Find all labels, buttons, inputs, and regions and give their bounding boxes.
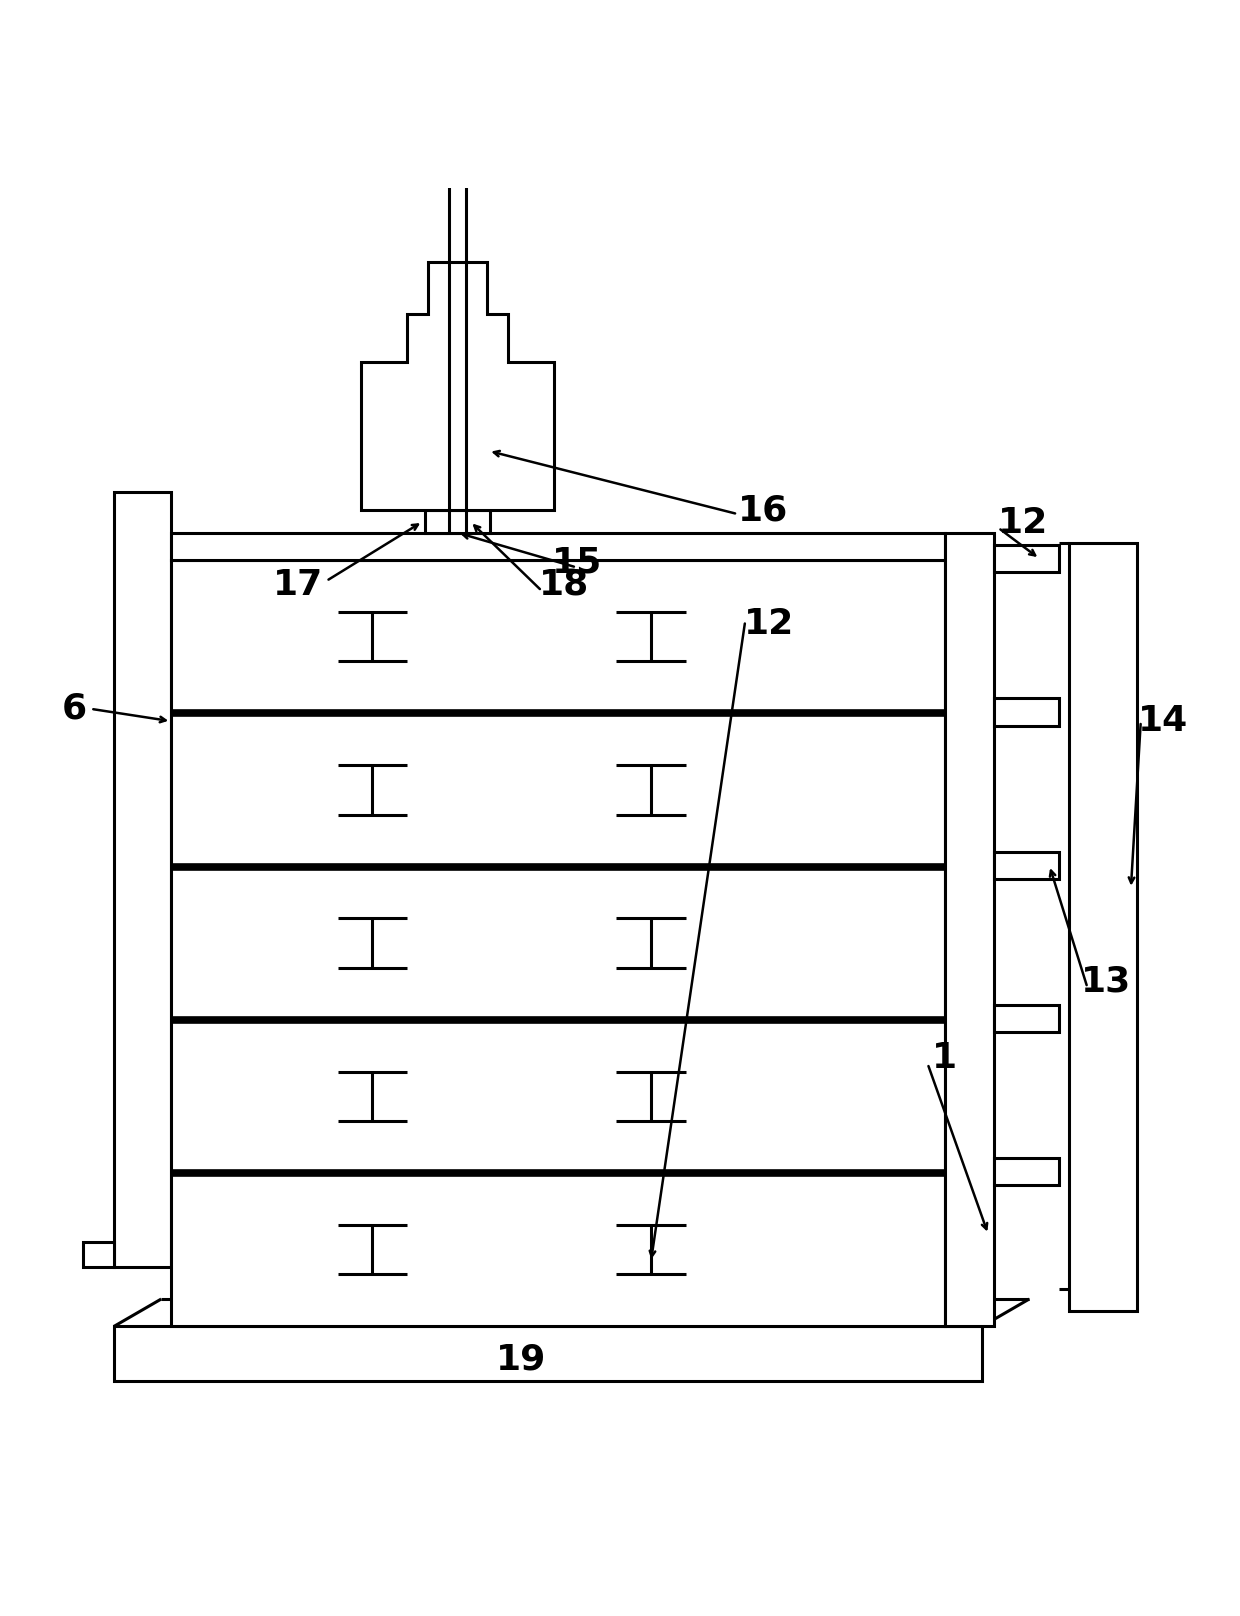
Polygon shape xyxy=(1069,543,1137,1312)
Text: 6: 6 xyxy=(62,692,87,726)
Text: 16: 16 xyxy=(738,493,787,527)
Text: 12: 12 xyxy=(744,608,794,642)
Polygon shape xyxy=(994,1005,1059,1033)
Text: 15: 15 xyxy=(552,546,601,580)
Polygon shape xyxy=(994,852,1059,879)
Polygon shape xyxy=(361,262,553,511)
Text: 13: 13 xyxy=(1081,965,1131,999)
Polygon shape xyxy=(945,533,994,1327)
Text: 19: 19 xyxy=(496,1343,546,1377)
Polygon shape xyxy=(171,561,945,1327)
Text: 1: 1 xyxy=(932,1041,957,1076)
Text: 18: 18 xyxy=(539,567,589,601)
Polygon shape xyxy=(994,545,1059,572)
Text: 12: 12 xyxy=(998,506,1048,540)
Polygon shape xyxy=(171,533,945,561)
Polygon shape xyxy=(994,698,1059,726)
Polygon shape xyxy=(114,491,171,1267)
Polygon shape xyxy=(83,1243,114,1267)
Polygon shape xyxy=(425,511,490,533)
Text: 17: 17 xyxy=(273,567,322,601)
Polygon shape xyxy=(994,1159,1059,1186)
Text: 14: 14 xyxy=(1138,705,1188,739)
Polygon shape xyxy=(114,1327,982,1382)
